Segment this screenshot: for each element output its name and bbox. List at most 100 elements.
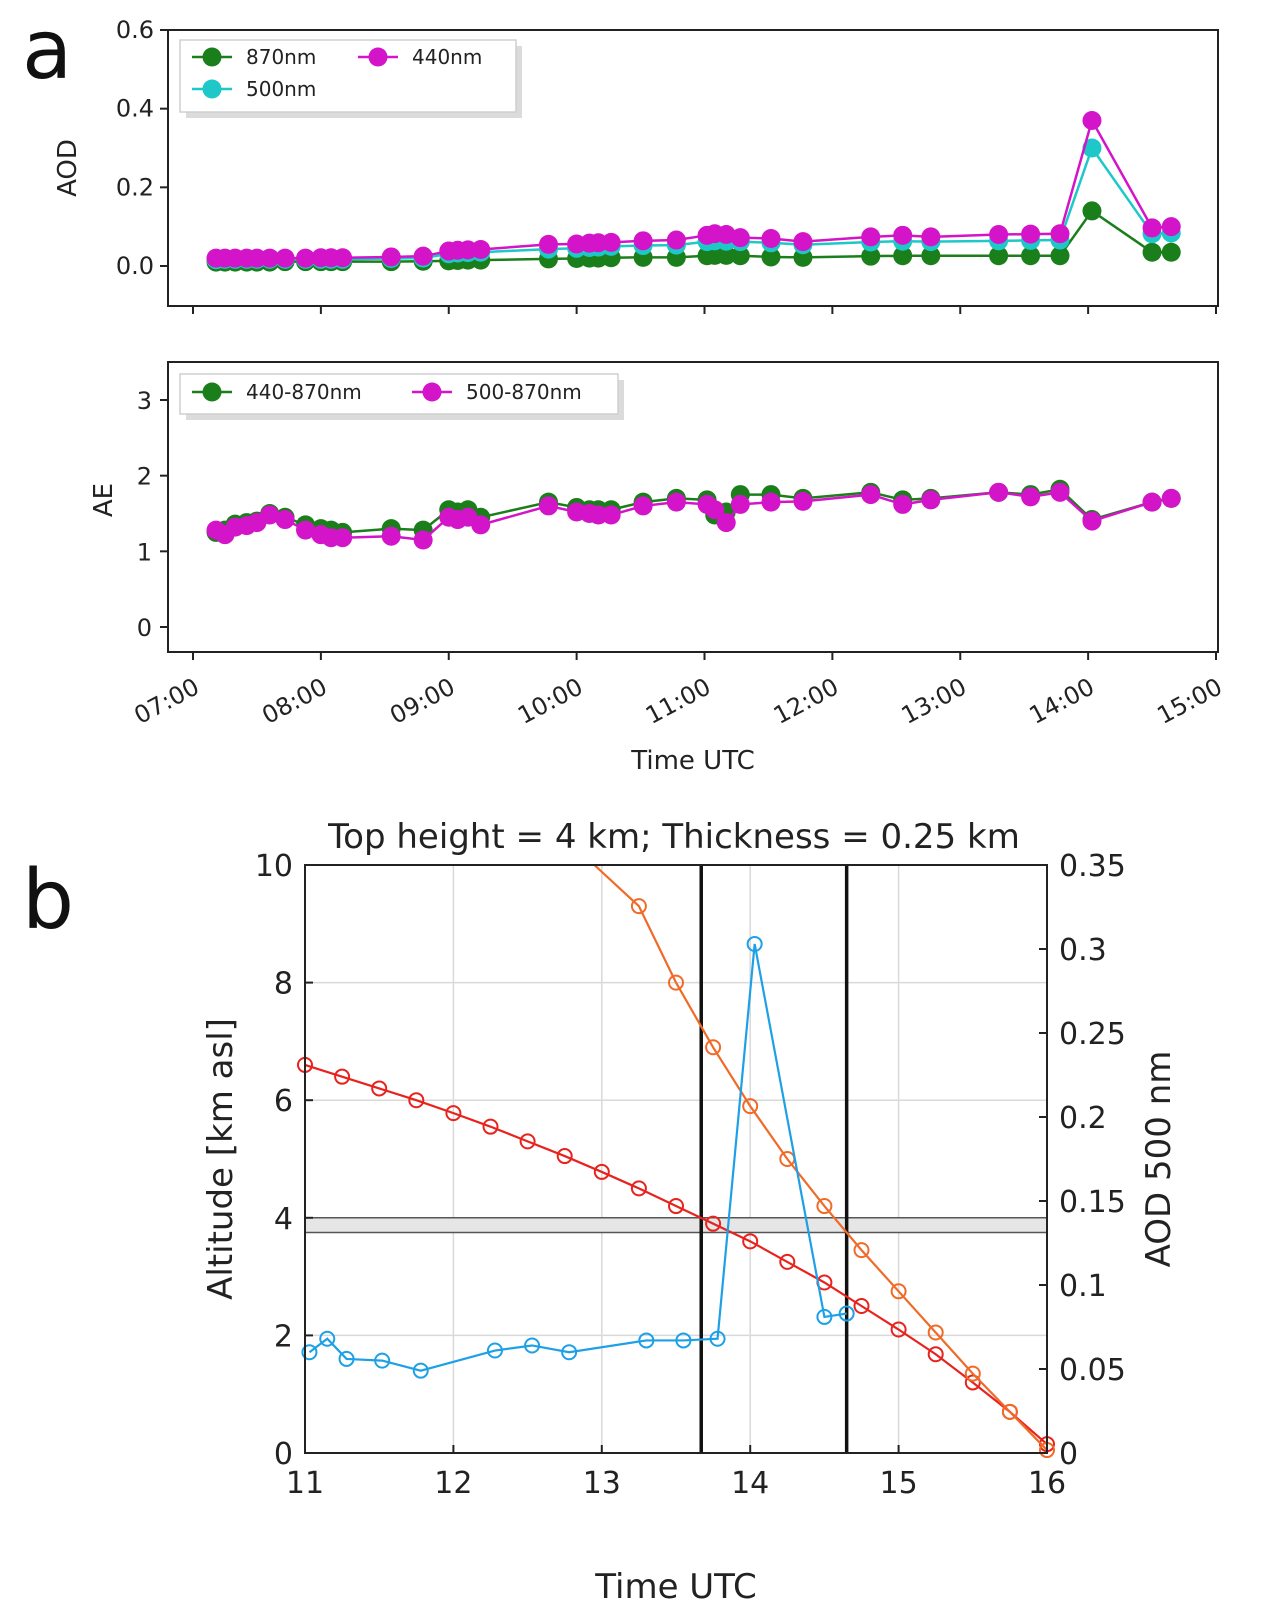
point-aod-500 xyxy=(524,1337,541,1354)
point-curve-orange xyxy=(668,974,684,991)
point-aod-500 xyxy=(638,1332,655,1349)
point-curve-red xyxy=(334,1068,351,1085)
ae-point-500-870nm xyxy=(1142,492,1162,512)
altitude-ytick-label: 10 xyxy=(255,849,293,884)
point-aod-500 xyxy=(374,1352,391,1369)
point-curve-orange xyxy=(890,1283,907,1300)
ae-xtick-label: 14:00 xyxy=(1025,673,1099,730)
aod-point-440nm xyxy=(861,227,881,247)
point-curve-orange xyxy=(964,1365,981,1382)
aod-plot: 0.0 0.2 0.4 0.6 AOD 870nm 500nm 440nm xyxy=(53,16,1219,314)
altitude-xtick-label: 12 xyxy=(434,1466,472,1501)
aod-point-440nm xyxy=(1161,217,1181,237)
ae-legend-swatch-marker xyxy=(422,382,442,402)
point-aod-500 xyxy=(319,1330,336,1347)
ae-ytick-label: 3 xyxy=(137,387,152,415)
altitude-ylabel: Altitude [km asl] xyxy=(201,1018,241,1300)
point-aod-500 xyxy=(338,1350,355,1367)
aod-point-870nm xyxy=(921,246,941,266)
altitude-xtick-label: 16 xyxy=(1028,1466,1066,1501)
ae-ytick-label: 1 xyxy=(137,538,152,566)
ae-point-500-870nm xyxy=(716,513,736,533)
altitude-ytick-label: 6 xyxy=(274,1084,293,1119)
ae-point-500-870nm xyxy=(1082,511,1102,531)
aod-point-440nm xyxy=(1142,218,1162,238)
line-aod-500 xyxy=(308,943,847,1372)
ae-point-500-870nm xyxy=(893,494,913,514)
aod-point-870nm xyxy=(989,246,1009,266)
aod-point-440nm xyxy=(296,248,316,268)
layer-band xyxy=(305,1217,1047,1233)
point-curve-red xyxy=(927,1346,944,1363)
point-aod-500 xyxy=(561,1344,578,1361)
aod-ytick-label: 0.6 xyxy=(116,16,154,44)
ae-xtick-label: 13:00 xyxy=(897,673,971,730)
aod-legend-swatch-marker xyxy=(202,79,222,99)
ae-ytick-label: 0 xyxy=(137,614,152,642)
point-curve-red xyxy=(779,1253,796,1270)
aod-point-440nm xyxy=(471,239,491,259)
ae-point-500-870nm xyxy=(921,490,941,510)
ae-point-500-870nm xyxy=(538,496,558,516)
ae-point-500-870nm xyxy=(413,530,433,550)
aod-legend-label: 440nm xyxy=(412,45,482,69)
aod-point-440nm xyxy=(730,228,750,248)
point-curve-orange xyxy=(705,1039,722,1056)
ae-xtick-label: 15:00 xyxy=(1153,673,1227,730)
ae-point-500-870nm xyxy=(989,482,1009,502)
aod-right-ytick-label: 0.2 xyxy=(1059,1101,1107,1136)
point-aod-500 xyxy=(412,1362,429,1379)
ae-plot-frame xyxy=(167,361,1219,653)
ae-point-500-870nm xyxy=(666,492,686,512)
point-aod-500 xyxy=(675,1332,692,1349)
aod-legend-label: 500nm xyxy=(246,77,316,101)
aod-point-440nm xyxy=(260,248,280,268)
aod-point-500nm xyxy=(1082,138,1102,158)
aod-legend: 870nm 500nm 440nm xyxy=(179,39,522,118)
point-aod-500 xyxy=(486,1342,503,1359)
panel-b-label: b xyxy=(22,853,74,948)
point-curve-red xyxy=(964,1374,981,1391)
aod-point-870nm xyxy=(861,246,881,266)
aod-point-440nm xyxy=(333,248,353,268)
ae-point-500-870nm xyxy=(1050,482,1070,502)
point-curve-red xyxy=(853,1298,870,1314)
altitude-xtick-label: 15 xyxy=(880,1466,918,1501)
aod-right-ytick-label: 0.05 xyxy=(1059,1353,1126,1388)
altitude-xtick-label: 13 xyxy=(583,1466,621,1501)
ae-point-500-870nm xyxy=(1021,487,1041,507)
ae-point-500-870nm xyxy=(705,500,725,520)
ae-point-500-870nm xyxy=(730,494,750,514)
aod-right-ytick-label: 0.25 xyxy=(1059,1017,1126,1052)
ae-ytick-label: 2 xyxy=(137,463,152,491)
aod-ytick-label: 0.4 xyxy=(116,95,154,123)
altitude-ytick-label: 4 xyxy=(274,1202,293,1237)
ae-point-500-870nm xyxy=(633,496,653,516)
altitude-xtick-label: 14 xyxy=(731,1466,769,1501)
ae-point-500-870nm xyxy=(601,505,621,525)
aod-point-870nm xyxy=(1082,201,1102,221)
point-curve-red xyxy=(742,1233,759,1250)
ae-legend-swatch-marker xyxy=(202,382,222,402)
point-curve-orange xyxy=(1001,1403,1018,1420)
aod-point-440nm xyxy=(633,231,653,251)
aod-ylabel: AOD xyxy=(53,139,83,197)
aod-point-870nm xyxy=(1021,246,1041,266)
aod-right-ytick-label: 0 xyxy=(1059,1437,1078,1472)
aod-plot-frame xyxy=(167,29,1219,307)
aod-point-870nm xyxy=(893,246,913,266)
point-curve-red xyxy=(593,1163,610,1180)
aod-point-440nm xyxy=(921,227,941,247)
point-aod-500 xyxy=(816,1308,833,1325)
ae-point-500-870nm xyxy=(333,528,353,548)
ae-xtick-label: 09:00 xyxy=(385,673,459,730)
point-aod-500 xyxy=(709,1330,726,1347)
aod-right-ytick-label: 0.1 xyxy=(1059,1269,1107,1304)
ae-point-500-870nm xyxy=(275,510,295,530)
aod-ytick-label: 0.2 xyxy=(116,173,154,201)
point-curve-red xyxy=(482,1118,499,1135)
aod-point-870nm xyxy=(761,247,781,267)
ae-plot: 0 1 2 3 07:00 08:00 09:00 10:00 11:00 12:00 13:00… xyxy=(89,361,1227,776)
aod-point-440nm xyxy=(1021,224,1041,244)
ae-xtick-label: 12:00 xyxy=(769,673,843,730)
